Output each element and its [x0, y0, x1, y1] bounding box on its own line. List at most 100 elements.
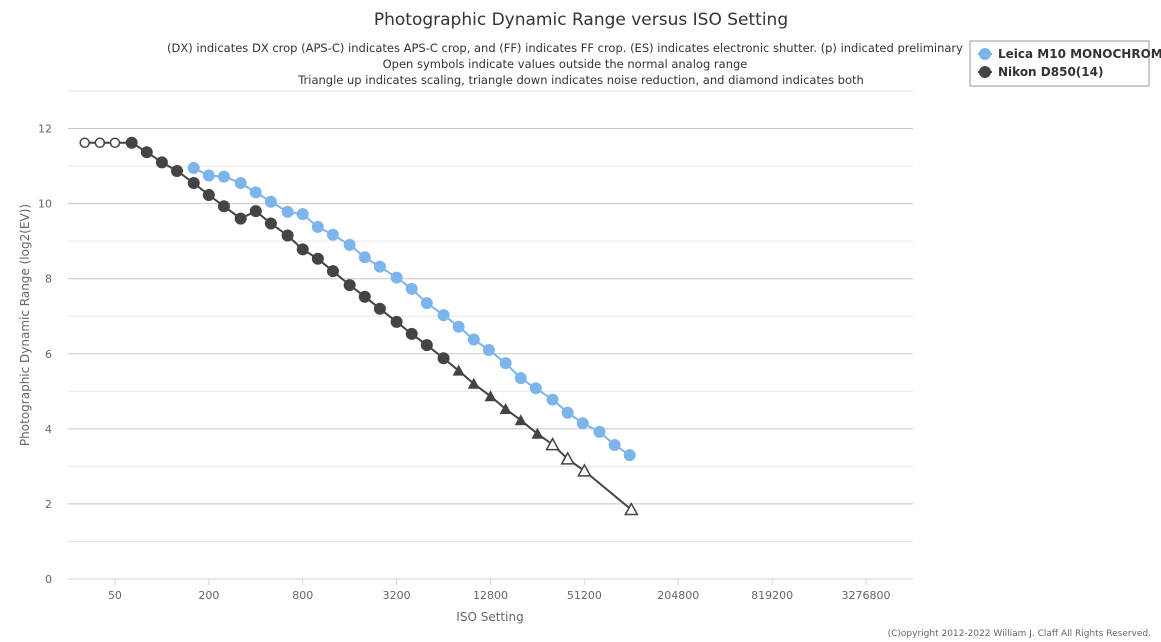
legend-item-nikon[interactable]: Nikon D850(14): [978, 65, 1103, 79]
data-point[interactable]: [202, 188, 215, 201]
y-tick-label: 2: [45, 498, 52, 511]
data-point[interactable]: [608, 438, 621, 451]
data-point[interactable]: [187, 176, 200, 189]
legend: Leica M10 MONOCHROM Nikon D850(14): [969, 40, 1161, 87]
data-point[interactable]: [405, 327, 418, 340]
chart-subtitle-line-2: Open symbols indicate values outside the…: [383, 57, 748, 71]
data-point[interactable]: [358, 290, 371, 303]
legend-box: [969, 40, 1150, 87]
data-point[interactable]: [452, 364, 465, 376]
x-tick-label: 3200: [383, 589, 411, 602]
data-point[interactable]: [593, 425, 606, 438]
y-tick-label: 12: [38, 123, 52, 136]
x-tick-label: 800: [292, 589, 313, 602]
y-tick-label: 10: [38, 198, 52, 211]
data-point[interactable]: [420, 297, 433, 310]
x-tick-label: 204800: [657, 589, 699, 602]
x-tick-label: 200: [198, 589, 219, 602]
data-point[interactable]: [390, 315, 403, 328]
data-point[interactable]: [311, 252, 324, 265]
y-tick-labels: 0 2 4 6 8 10 12: [38, 123, 52, 586]
data-point[interactable]: [514, 414, 527, 426]
x-tick-label: 819200: [751, 589, 793, 602]
data-point[interactable]: [482, 344, 495, 357]
data-point[interactable]: [467, 333, 480, 346]
data-point[interactable]: [405, 282, 418, 295]
data-point[interactable]: [576, 417, 589, 430]
data-point[interactable]: [326, 265, 339, 278]
data-point[interactable]: [545, 437, 560, 451]
data-point[interactable]: [531, 427, 544, 439]
y-tick-label: 4: [45, 423, 52, 436]
data-point[interactable]: [187, 161, 200, 174]
y-tick-label: 6: [45, 348, 52, 361]
data-point[interactable]: [624, 501, 639, 516]
data-point[interactable]: [499, 402, 512, 414]
data-point[interactable]: [390, 271, 403, 284]
data-point[interactable]: [437, 309, 450, 322]
data-point[interactable]: [171, 164, 184, 177]
y-axis-label: Photographic Dynamic Range (log2(EV)): [18, 204, 32, 446]
copyright-credit: (C)opyright 2012-2022 William J. Claff A…: [888, 629, 1151, 639]
data-point[interactable]: [373, 260, 386, 273]
data-point[interactable]: [484, 390, 497, 402]
data-point[interactable]: [623, 449, 636, 462]
x-tick-label: 50: [108, 589, 122, 602]
data-point[interactable]: [467, 377, 480, 389]
legend-label-nikon: Nikon D850(14): [998, 65, 1103, 79]
data-point[interactable]: [202, 169, 215, 182]
data-point[interactable]: [311, 220, 324, 233]
data-point[interactable]: [437, 352, 450, 365]
x-axis-label: ISO Setting: [456, 610, 523, 624]
data-point[interactable]: [264, 217, 277, 230]
data-point[interactable]: [249, 186, 262, 199]
data-point[interactable]: [155, 156, 168, 169]
y-tick-label: 0: [45, 573, 52, 586]
data-point[interactable]: [326, 228, 339, 241]
data-point[interactable]: [264, 195, 277, 208]
data-point[interactable]: [79, 137, 90, 149]
x-tick-label: 3276800: [842, 589, 891, 602]
data-point[interactable]: [217, 170, 230, 183]
series-line: [84, 141, 632, 511]
data-point[interactable]: [296, 243, 309, 256]
data-point[interactable]: [420, 339, 433, 352]
data-point[interactable]: [452, 320, 465, 333]
data-point[interactable]: [281, 205, 294, 218]
data-point[interactable]: [94, 137, 106, 149]
legend-marker-nikon: [979, 66, 991, 78]
series-1: [79, 136, 639, 516]
data-point[interactable]: [125, 136, 138, 149]
data-point[interactable]: [281, 229, 294, 242]
chart-subtitle-line-1: (DX) indicates DX crop (APS-C) indicates…: [167, 41, 963, 55]
series-0: [187, 161, 636, 462]
x-tick-label: 51200: [567, 589, 602, 602]
data-point[interactable]: [140, 146, 153, 159]
data-point[interactable]: [546, 393, 559, 406]
data-point[interactable]: [296, 208, 309, 221]
data-point[interactable]: [234, 176, 247, 189]
data-point[interactable]: [529, 382, 542, 395]
x-tick-label: 12800: [473, 589, 508, 602]
data-point[interactable]: [560, 451, 575, 465]
data-point[interactable]: [499, 357, 512, 370]
data-point[interactable]: [343, 279, 356, 292]
data-point[interactable]: [358, 251, 371, 264]
data-point[interactable]: [561, 406, 574, 419]
data-point[interactable]: [514, 372, 527, 385]
data-point[interactable]: [249, 205, 262, 218]
data-point[interactable]: [234, 212, 247, 225]
legend-label-leica: Leica M10 MONOCHROM: [998, 47, 1161, 61]
grid-lines: [68, 90, 913, 542]
legend-item-leica[interactable]: Leica M10 MONOCHROM: [978, 47, 1161, 61]
data-point[interactable]: [343, 238, 356, 251]
chart-title: Photographic Dynamic Range versus ISO Se…: [374, 10, 788, 30]
data-point[interactable]: [109, 137, 121, 149]
y-tick-label: 8: [45, 273, 52, 286]
data-point[interactable]: [577, 463, 592, 477]
data-point[interactable]: [373, 302, 386, 315]
data-point[interactable]: [217, 200, 230, 213]
series-layer: [79, 136, 639, 516]
x-tick-labels: 50 200 800 3200 12800 51200 204800 819200 327680…: [108, 579, 891, 602]
